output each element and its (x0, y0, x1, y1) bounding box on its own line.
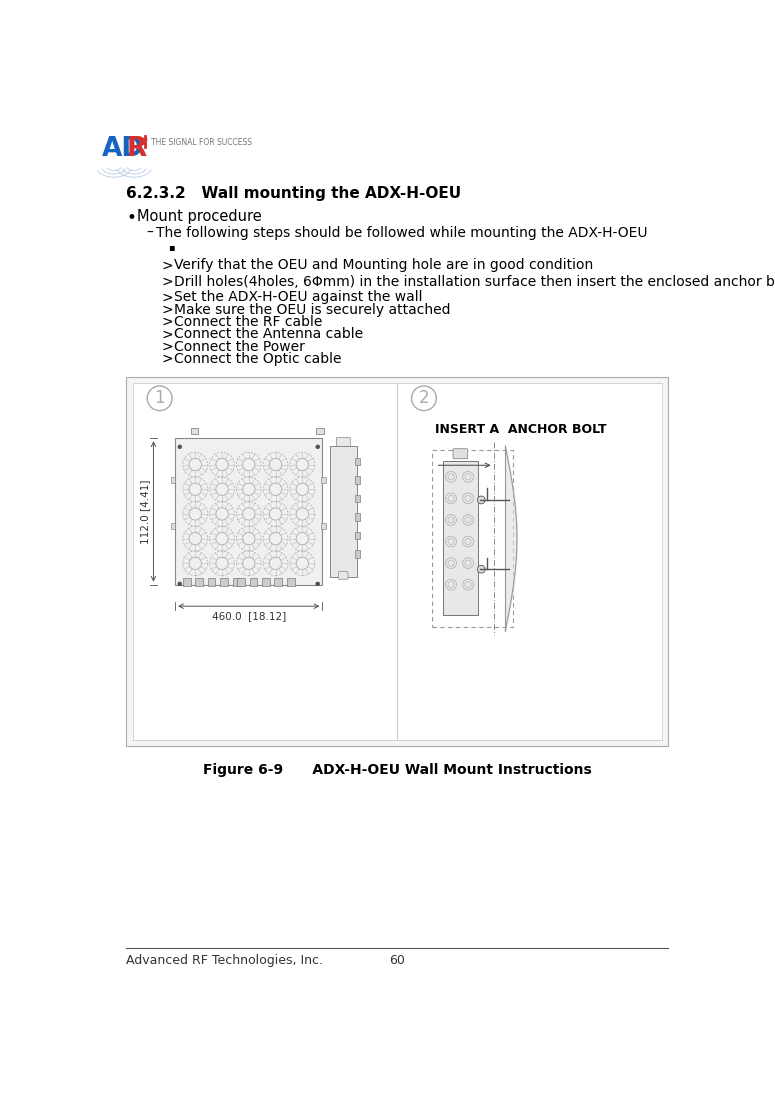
Circle shape (477, 565, 485, 573)
Bar (170, 477, 175, 482)
Text: INSERT A  ANCHOR BOLT: INSERT A ANCHOR BOLT (435, 423, 607, 436)
Bar (355, 550, 360, 557)
Bar (355, 457, 360, 465)
Text: Connect the RF cable: Connect the RF cable (174, 315, 322, 329)
Bar (355, 495, 360, 502)
Text: Set the ADX-H-OEU against the wall: Set the ADX-H-OEU against the wall (174, 290, 423, 304)
Text: Mount procedure: Mount procedure (137, 209, 262, 224)
Text: 60: 60 (389, 954, 405, 967)
Text: The following steps should be followed while mounting the ADX-H-OEU: The following steps should be followed w… (156, 225, 647, 240)
FancyBboxPatch shape (339, 571, 348, 579)
Text: 112.0 [4.41]: 112.0 [4.41] (140, 479, 150, 544)
Text: >: > (161, 340, 173, 354)
Bar (443, 462, 478, 615)
FancyBboxPatch shape (453, 448, 468, 458)
Bar (195, 578, 203, 586)
Bar (321, 523, 325, 530)
Text: Drill holes(4holes, 6Φmm) in the installation surface then insert the enclosed a: Drill holes(4holes, 6Φmm) in the install… (174, 275, 775, 289)
Bar (355, 476, 360, 484)
Bar (321, 477, 325, 482)
Text: –: – (146, 225, 153, 240)
Text: Make sure the OEU is securely attached: Make sure the OEU is securely attached (174, 303, 451, 317)
Bar (237, 578, 245, 586)
Text: Advanced RF Technologies, Inc.: Advanced RF Technologies, Inc. (126, 954, 323, 967)
Bar (274, 578, 282, 586)
Text: 2: 2 (418, 389, 429, 408)
Bar (355, 532, 360, 540)
Bar (175, 439, 322, 585)
Text: Connect the Antenna cable: Connect the Antenna cable (174, 328, 363, 342)
Text: >: > (161, 352, 173, 366)
Bar (133, 382, 662, 741)
Text: >: > (161, 275, 173, 289)
Bar (316, 429, 324, 434)
Text: >: > (161, 328, 173, 342)
Bar (126, 377, 668, 746)
Text: R: R (126, 136, 146, 162)
Circle shape (477, 496, 485, 503)
Text: >: > (161, 290, 173, 304)
Bar (432, 449, 513, 628)
Text: AD: AD (102, 136, 145, 162)
Text: >: > (161, 258, 173, 273)
Circle shape (178, 445, 181, 448)
Bar (191, 429, 198, 434)
Text: 6.2.3.2   Wall mounting the ADX-H-OEU: 6.2.3.2 Wall mounting the ADX-H-OEU (126, 186, 461, 201)
Text: >: > (161, 303, 173, 317)
Bar (183, 578, 191, 586)
Bar (287, 578, 294, 586)
Circle shape (316, 582, 319, 586)
Text: Verify that the OEU and Mounting hole are in good condition: Verify that the OEU and Mounting hole ar… (174, 258, 594, 273)
Bar (170, 523, 175, 530)
Bar (208, 578, 215, 586)
Text: Figure 6-9      ADX-H-OEU Wall Mount Instructions: Figure 6-9 ADX-H-OEU Wall Mount Instruct… (203, 764, 591, 777)
Circle shape (316, 445, 319, 448)
FancyBboxPatch shape (336, 437, 350, 447)
Bar (330, 446, 357, 577)
Text: THE SIGNAL FOR SUCCESS: THE SIGNAL FOR SUCCESS (151, 138, 252, 147)
Text: Connect the Power: Connect the Power (174, 340, 305, 354)
Text: >: > (161, 315, 173, 329)
Bar (232, 578, 240, 586)
Bar (262, 578, 270, 586)
Text: •: • (126, 209, 136, 226)
Text: 460.0  [18.12]: 460.0 [18.12] (212, 611, 286, 621)
Text: ▪: ▪ (168, 242, 175, 252)
Bar (250, 578, 257, 586)
Bar (220, 578, 228, 586)
Text: 1: 1 (154, 389, 165, 408)
Text: Connect the Optic cable: Connect the Optic cable (174, 352, 342, 366)
Bar (355, 513, 360, 521)
Circle shape (178, 582, 181, 586)
